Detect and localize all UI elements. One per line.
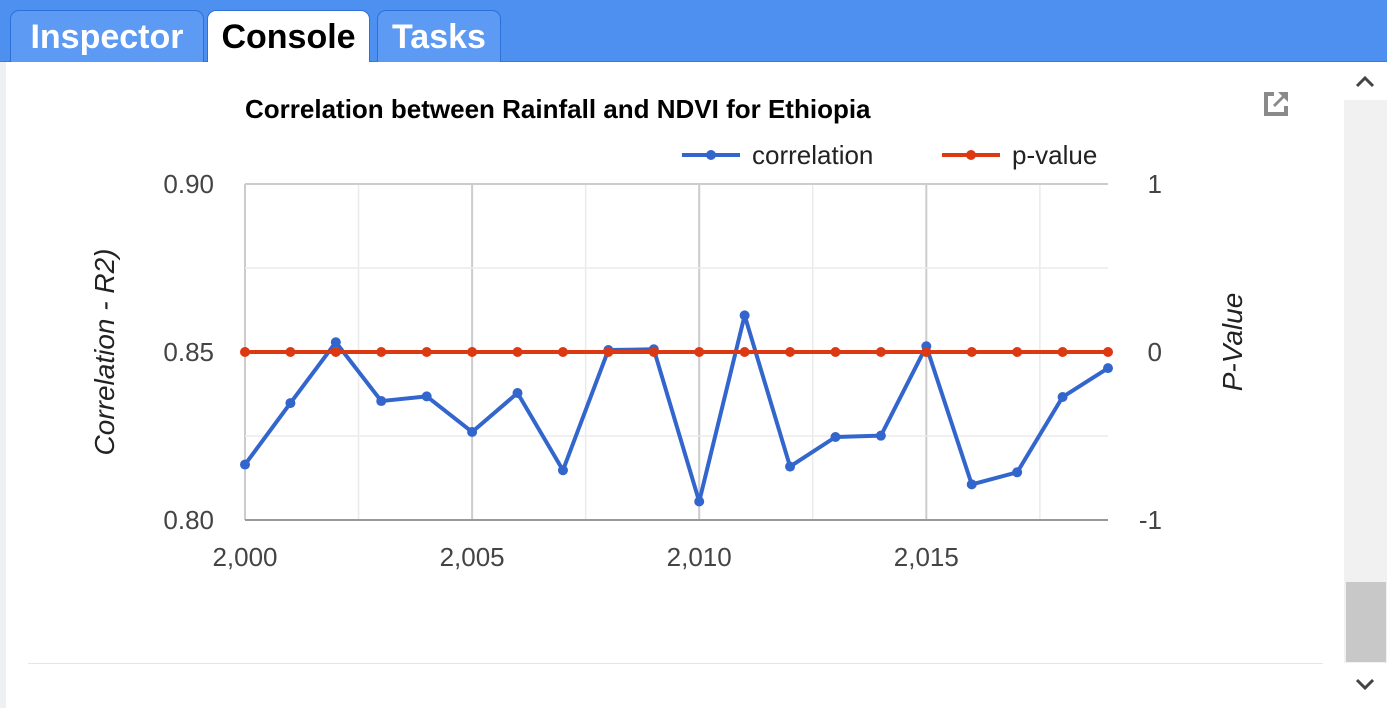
data-point-correlation bbox=[467, 426, 478, 437]
chevron-down-icon[interactable] bbox=[1353, 672, 1377, 696]
x-tick-label: 2,015 bbox=[894, 542, 959, 572]
data-point-p-value bbox=[285, 347, 296, 357]
output-separator bbox=[28, 663, 1323, 664]
data-point-p-value bbox=[875, 347, 886, 357]
data-point-correlation bbox=[785, 461, 796, 472]
y-right-tick-label: -1 bbox=[1139, 505, 1162, 535]
data-point-correlation bbox=[240, 459, 250, 470]
data-point-correlation bbox=[966, 479, 977, 490]
data-point-correlation bbox=[330, 337, 341, 348]
data-point-correlation bbox=[875, 430, 886, 441]
data-point-correlation bbox=[1012, 467, 1023, 478]
legend-label-correlation: correlation bbox=[752, 140, 873, 170]
tab-console[interactable]: Console bbox=[207, 10, 370, 62]
legend-marker-p-value bbox=[966, 150, 976, 160]
chart-title: Correlation between Rainfall and NDVI fo… bbox=[245, 94, 871, 124]
data-point-p-value bbox=[1012, 347, 1023, 357]
data-point-p-value bbox=[421, 347, 432, 357]
y-right-tick-label: 0 bbox=[1148, 337, 1162, 367]
legend-marker-correlation bbox=[706, 150, 716, 160]
data-point-p-value bbox=[376, 347, 387, 357]
data-point-correlation bbox=[739, 310, 750, 321]
scrollbar-thumb[interactable] bbox=[1346, 582, 1386, 662]
y-right-tick-label: 1 bbox=[1148, 169, 1162, 199]
tab-tasks[interactable]: Tasks bbox=[377, 10, 501, 62]
series-line-correlation bbox=[243, 313, 1110, 504]
data-point-correlation bbox=[421, 391, 432, 402]
data-point-p-value bbox=[648, 347, 659, 357]
y-right-axis-title: P-Value bbox=[1217, 293, 1248, 392]
x-tick-label: 2,010 bbox=[667, 542, 732, 572]
data-point-p-value bbox=[739, 347, 750, 357]
y-left-tick-label: 0.90 bbox=[163, 169, 214, 199]
data-point-p-value bbox=[830, 347, 841, 357]
tab-bar: Inspector Console Tasks bbox=[0, 0, 1387, 62]
data-point-correlation bbox=[557, 465, 568, 476]
data-point-p-value bbox=[467, 347, 478, 357]
data-point-correlation bbox=[376, 396, 387, 407]
chevron-up-icon[interactable] bbox=[1353, 70, 1377, 94]
data-point-p-value bbox=[921, 347, 932, 357]
data-point-p-value bbox=[330, 347, 341, 357]
data-point-p-value bbox=[966, 347, 977, 357]
legend-label-p-value: p-value bbox=[1012, 140, 1097, 170]
data-point-p-value bbox=[240, 347, 250, 357]
data-point-correlation bbox=[1103, 363, 1113, 374]
x-tick-label: 2,000 bbox=[212, 542, 277, 572]
open-in-new-icon[interactable] bbox=[1258, 86, 1294, 122]
data-point-p-value bbox=[694, 347, 705, 357]
data-point-p-value bbox=[1103, 347, 1113, 357]
data-point-p-value bbox=[603, 347, 614, 357]
console-panel bbox=[0, 62, 1387, 708]
data-point-correlation bbox=[512, 387, 523, 398]
tab-inspector[interactable]: Inspector bbox=[10, 10, 204, 62]
data-point-correlation bbox=[285, 398, 296, 409]
data-point-correlation bbox=[1057, 392, 1068, 403]
y-left-tick-label: 0.85 bbox=[163, 337, 214, 367]
y-left-axis-title: Correlation - R2) bbox=[89, 249, 120, 456]
data-point-p-value bbox=[557, 347, 568, 357]
data-point-p-value bbox=[785, 347, 796, 357]
data-point-p-value bbox=[1057, 347, 1068, 357]
scrollbar-track[interactable] bbox=[1344, 100, 1387, 663]
data-point-p-value bbox=[512, 347, 523, 357]
correlation-chart: Correlation between Rainfall and NDVI fo… bbox=[89, 94, 1248, 572]
data-point-correlation bbox=[694, 496, 705, 507]
x-tick-label: 2,005 bbox=[440, 542, 505, 572]
data-point-correlation bbox=[830, 432, 841, 443]
y-left-tick-label: 0.80 bbox=[163, 505, 214, 535]
plot-area: 2,000 2,005 2,010 2,015 0.80 0.85 0.90 -1 0 1 Corr… bbox=[89, 140, 1248, 572]
